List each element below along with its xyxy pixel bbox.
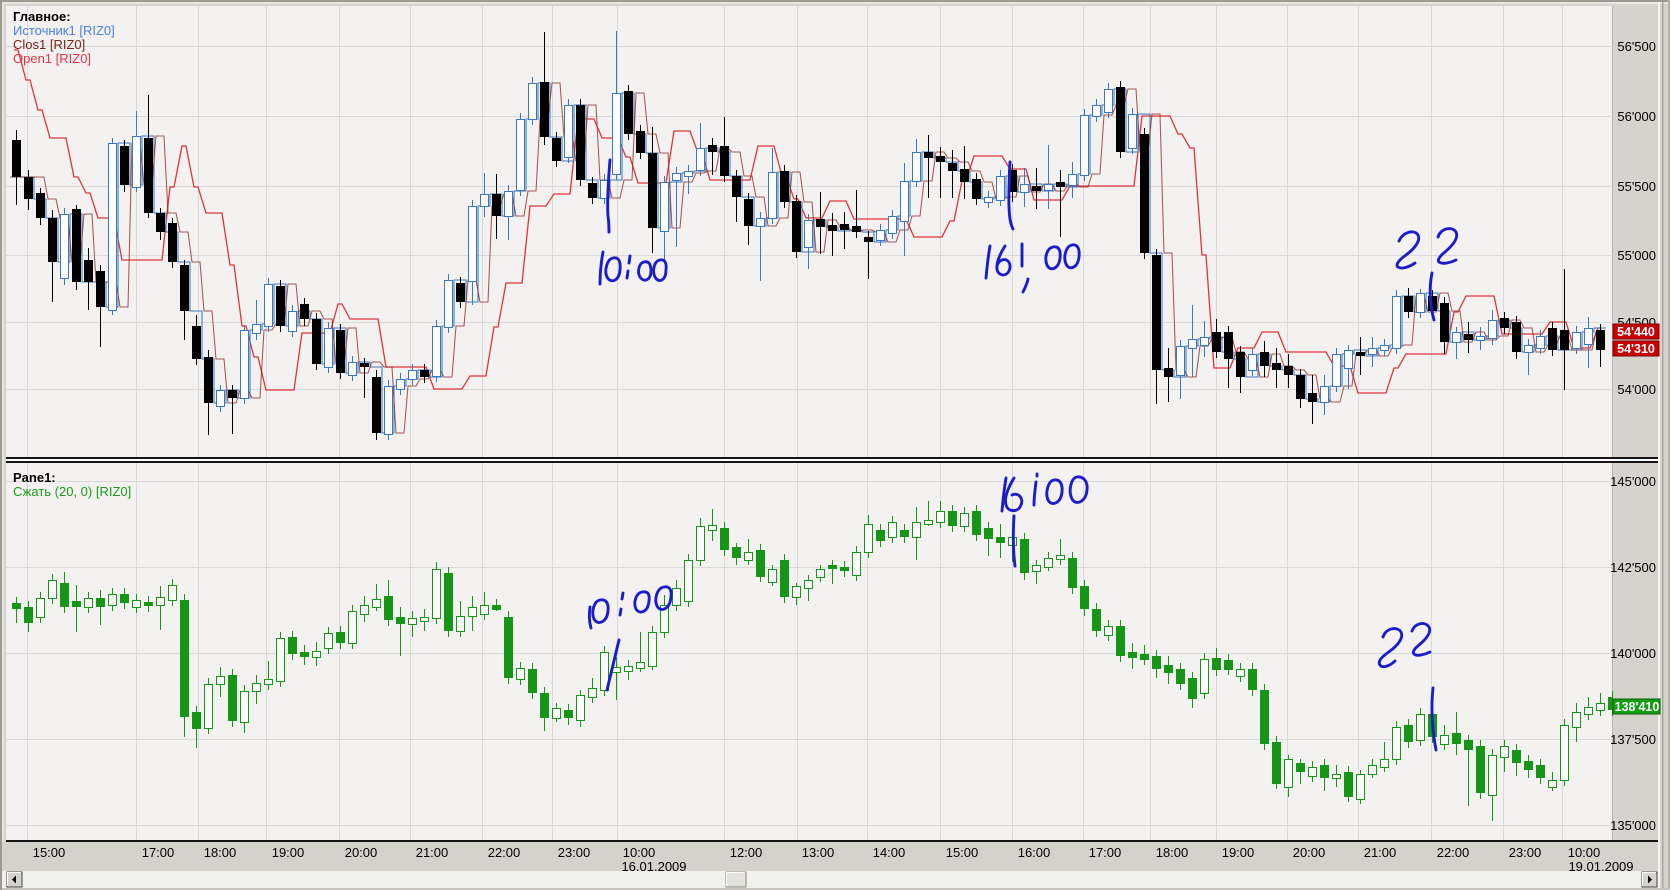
- svg-text:20:00: 20:00: [1293, 845, 1326, 860]
- svg-text:54'310: 54'310: [1617, 342, 1655, 356]
- svg-text:Clos1 [RIZ0]: Clos1 [RIZ0]: [13, 37, 85, 52]
- svg-text:21:00: 21:00: [416, 845, 449, 860]
- svg-text:15:00: 15:00: [946, 845, 979, 860]
- svg-text:140'000: 140'000: [1610, 646, 1656, 661]
- svg-text:145'000: 145'000: [1610, 474, 1656, 489]
- svg-text:142'500: 142'500: [1610, 560, 1656, 575]
- svg-text:10:00: 10:00: [623, 845, 656, 860]
- svg-text:19.01.2009: 19.01.2009: [1568, 859, 1633, 874]
- svg-text:16.01.2009: 16.01.2009: [621, 859, 686, 874]
- svg-text:23:00: 23:00: [558, 845, 591, 860]
- svg-text:16:00: 16:00: [1018, 845, 1051, 860]
- svg-text:Pane1:: Pane1:: [13, 470, 56, 485]
- svg-text:137'500: 137'500: [1610, 732, 1656, 747]
- svg-text:22:00: 22:00: [488, 845, 521, 860]
- svg-text:55'000: 55'000: [1617, 248, 1656, 263]
- svg-text:54'440: 54'440: [1617, 325, 1655, 339]
- svg-text:Сжать (20, 0) [RIZ0]: Сжать (20, 0) [RIZ0]: [13, 484, 131, 499]
- svg-text:55'500: 55'500: [1617, 179, 1656, 194]
- svg-text:54'000: 54'000: [1617, 382, 1656, 397]
- svg-text:Источник1 [RIZ0]: Источник1 [RIZ0]: [13, 23, 115, 38]
- svg-text:22:00: 22:00: [1437, 845, 1470, 860]
- svg-text:12:00: 12:00: [730, 845, 763, 860]
- svg-text:14:00: 14:00: [873, 845, 906, 860]
- svg-text:17:00: 17:00: [142, 845, 175, 860]
- svg-text:135'000: 135'000: [1610, 818, 1656, 833]
- svg-text:17:00: 17:00: [1089, 845, 1122, 860]
- svg-text:20:00: 20:00: [345, 845, 378, 860]
- svg-text:19:00: 19:00: [272, 845, 305, 860]
- svg-text:Open1 [RIZ0]: Open1 [RIZ0]: [13, 51, 91, 66]
- svg-text:56'000: 56'000: [1617, 109, 1656, 124]
- svg-text:18:00: 18:00: [204, 845, 237, 860]
- svg-text:21:00: 21:00: [1364, 845, 1397, 860]
- svg-text:19:00: 19:00: [1222, 845, 1255, 860]
- svg-text:18:00: 18:00: [1156, 845, 1189, 860]
- svg-text:15:00: 15:00: [33, 845, 66, 860]
- svg-text:138'410: 138'410: [1615, 700, 1660, 714]
- svg-text:Главное:: Главное:: [13, 9, 71, 24]
- svg-text:13:00: 13:00: [802, 845, 835, 860]
- svg-text:56'500: 56'500: [1617, 39, 1656, 54]
- svg-text:23:00: 23:00: [1509, 845, 1542, 860]
- svg-text:10:00: 10:00: [1568, 845, 1601, 860]
